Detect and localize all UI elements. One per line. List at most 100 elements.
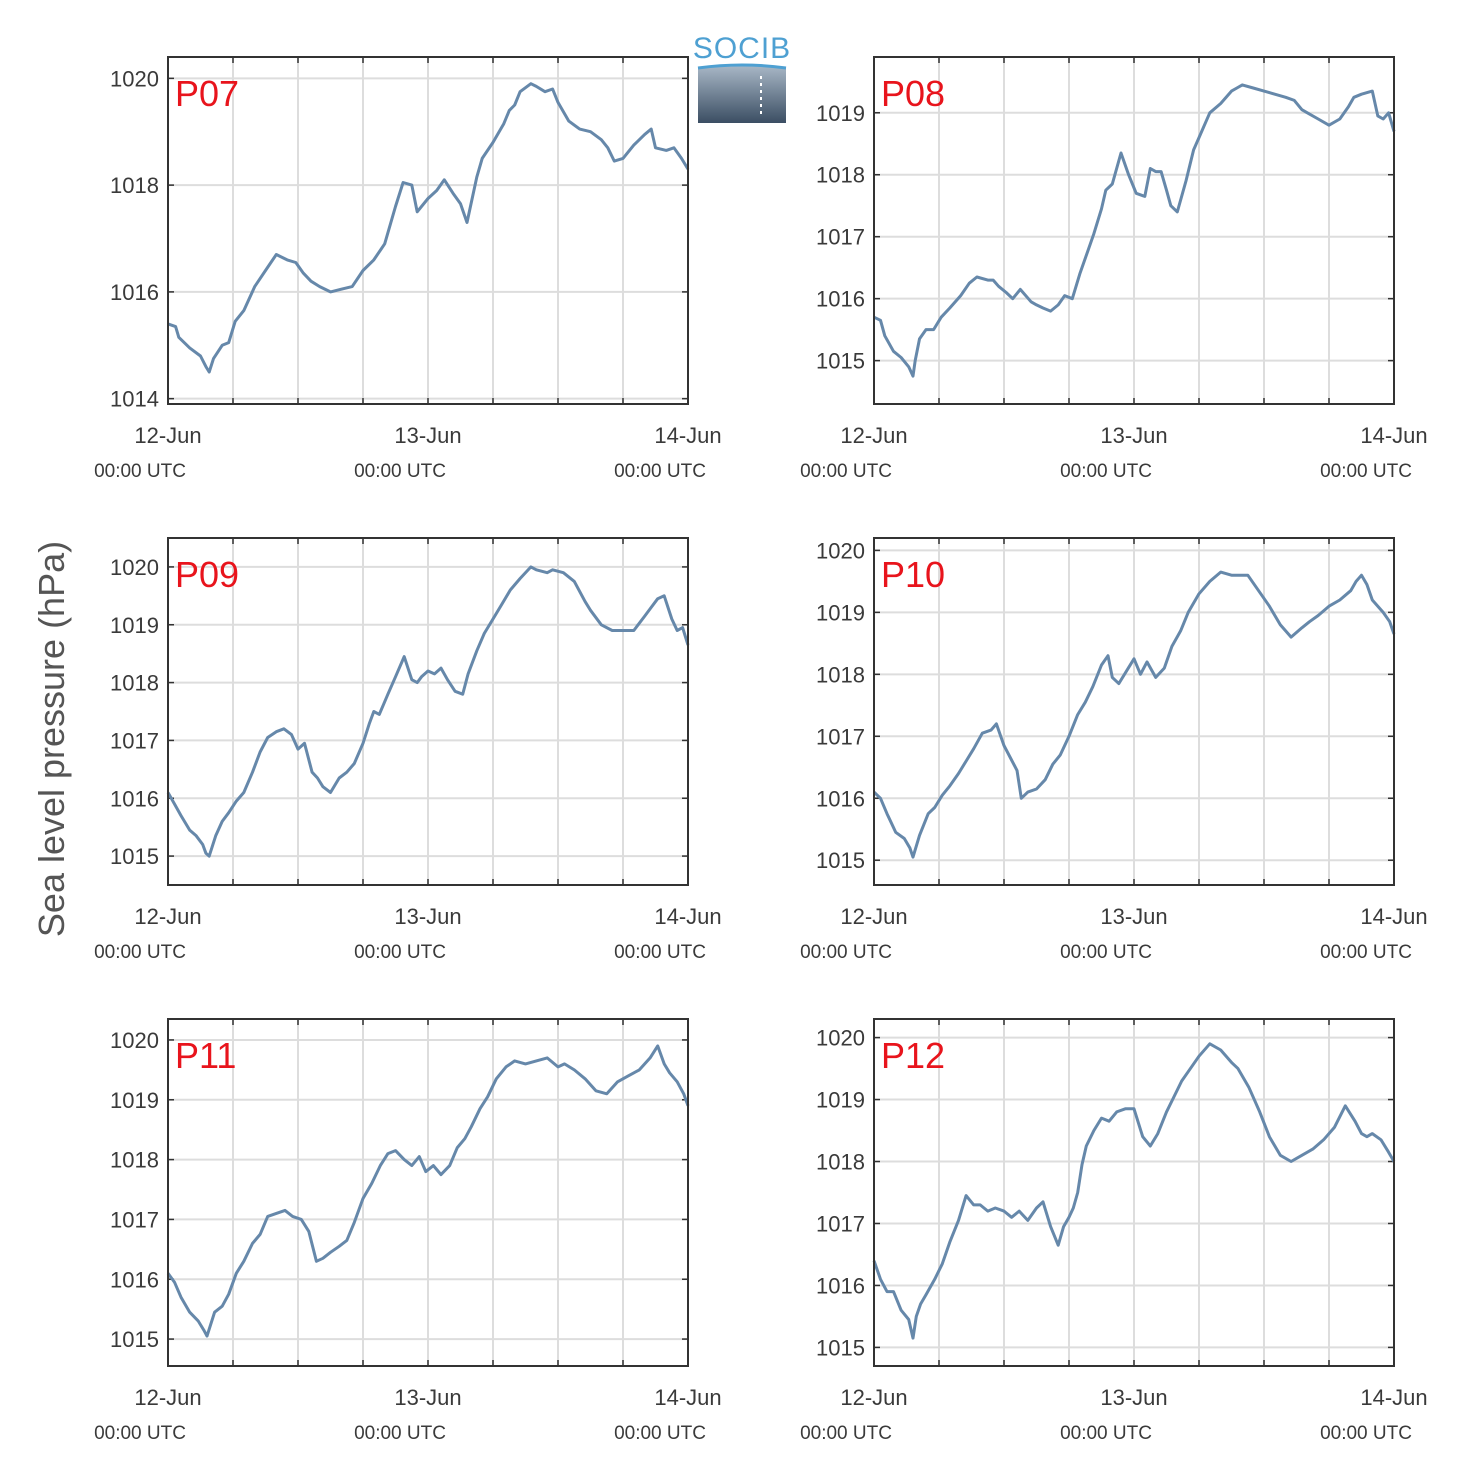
x-tick-sublabel: 00:00 UTC [614, 1423, 706, 1444]
y-tick-label: 1016 [816, 1273, 865, 1298]
plot-frame [873, 537, 1395, 886]
y-tick-label: 1018 [816, 163, 865, 188]
y-tick-label: 1019 [110, 1088, 159, 1113]
y-tick-label: 1017 [110, 728, 159, 753]
y-tick-label: 1016 [816, 287, 865, 312]
series-line-0 [872, 570, 1396, 859]
x-tick-label: 12-Jun [840, 1385, 907, 1410]
x-tick-label: 13-Jun [1100, 1385, 1167, 1410]
panel-title: P12 [881, 1035, 945, 1076]
series-line-0 [167, 82, 690, 374]
y-tick-label: 1015 [816, 349, 865, 374]
x-tick-label: 13-Jun [394, 423, 461, 448]
y-tick-label: 1016 [816, 786, 865, 811]
x-tick-sublabel: 00:00 UTC [800, 942, 892, 963]
x-tick-sublabel: 00:00 UTC [614, 942, 706, 963]
x-tick-label: 14-Jun [1360, 904, 1427, 929]
x-tick-sublabel: 00:00 UTC [800, 461, 892, 482]
y-tick-label: 1018 [110, 173, 159, 198]
x-tick-label: 12-Jun [134, 1385, 201, 1410]
x-tick-label: 12-Jun [840, 423, 907, 448]
y-tick-label: 1015 [110, 1327, 159, 1352]
x-tick-sublabel: 00:00 UTC [354, 942, 446, 963]
y-tick-label: 1020 [110, 1028, 159, 1053]
x-tick-sublabel: 00:00 UTC [94, 942, 186, 963]
x-tick-label: 14-Jun [654, 423, 721, 448]
y-tick-label: 1019 [816, 101, 865, 126]
socib-logo: SOCIB [693, 32, 791, 123]
x-tick-label: 14-Jun [654, 1385, 721, 1410]
x-tick-sublabel: 00:00 UTC [1060, 461, 1152, 482]
x-tick-sublabel: 00:00 UTC [354, 1423, 446, 1444]
x-tick-sublabel: 00:00 UTC [614, 461, 706, 482]
x-tick-label: 14-Jun [654, 904, 721, 929]
x-tick-sublabel: 00:00 UTC [354, 461, 446, 482]
panel-p11: 1015 1016 1017 1018 1019 1020 12-Jun 00:00 UTC 1… [94, 1018, 722, 1444]
y-tick-label: 1018 [816, 1150, 865, 1175]
y-tick-label: 1020 [110, 555, 159, 580]
x-tick-label: 14-Jun [1360, 1385, 1427, 1410]
y-tick-label: 1016 [110, 280, 159, 305]
y-tick-label: 1017 [816, 225, 865, 250]
y-tick-label: 1020 [816, 1026, 865, 1051]
y-tick-label: 1016 [110, 786, 159, 811]
x-tick-sublabel: 00:00 UTC [1060, 942, 1152, 963]
series-line-0 [166, 1044, 690, 1338]
x-tick-sublabel: 00:00 UTC [1060, 1423, 1152, 1444]
y-tick-label: 1019 [110, 613, 159, 638]
plot-frame [167, 56, 689, 405]
panel-title: P10 [881, 554, 945, 595]
plot-frame [873, 56, 1395, 405]
x-tick-sublabel: 00:00 UTC [94, 1423, 186, 1444]
y-tick-label: 1017 [110, 1207, 159, 1232]
y-tick-label: 1016 [110, 1267, 159, 1292]
panel-title: P08 [881, 73, 945, 114]
y-tick-label: 1017 [816, 724, 865, 749]
x-tick-label: 13-Jun [1100, 423, 1167, 448]
logo-wave-top [697, 63, 787, 70]
panel-p12: 1015 1016 1017 1018 1019 1020 12-Jun 00:00 UTC 1… [800, 1018, 1428, 1444]
x-tick-label: 12-Jun [134, 423, 201, 448]
x-tick-label: 13-Jun [394, 1385, 461, 1410]
x-tick-sublabel: 00:00 UTC [1320, 461, 1412, 482]
panel-p07: 1014 1016 1018 1020 12-Jun 00:00 UTC 13-Jun 00:… [94, 56, 722, 482]
y-tick-label: 1018 [816, 662, 865, 687]
panels-container: 1014 1016 1018 1020 12-Jun 00:00 UTC 13-Jun 00:… [94, 56, 1428, 1444]
y-tick-label: 1015 [816, 1335, 865, 1360]
x-tick-label: 12-Jun [840, 904, 907, 929]
y-tick-label: 1020 [110, 66, 159, 91]
panel-p09: 1015 1016 1017 1018 1019 1020 12-Jun 00:00 UTC 1… [94, 537, 722, 963]
series-line-0 [872, 1042, 1396, 1340]
panel-p10: 1015 1016 1017 1018 1019 1020 12-Jun 00:00 UTC 1… [800, 537, 1428, 963]
logo-wave-shape [698, 65, 786, 123]
y-tick-label: 1018 [110, 1148, 159, 1173]
x-tick-label: 13-Jun [394, 904, 461, 929]
y-tick-label: 1020 [816, 538, 865, 563]
x-tick-sublabel: 00:00 UTC [94, 461, 186, 482]
x-tick-sublabel: 00:00 UTC [800, 1423, 892, 1444]
y-tick-label: 1015 [816, 848, 865, 873]
y-tick-label: 1019 [816, 1088, 865, 1113]
y-tick-label: 1015 [110, 844, 159, 869]
panel-p08: 1015 1016 1017 1018 1019 12-Jun 00:00 UTC 13-Ju… [800, 56, 1428, 482]
panel-title: P09 [175, 554, 239, 595]
plot-frame [167, 1018, 689, 1367]
x-tick-sublabel: 00:00 UTC [1320, 942, 1412, 963]
y-tick-label: 1014 [110, 387, 159, 412]
plot-frame [873, 1018, 1395, 1367]
y-tick-label: 1019 [816, 600, 865, 625]
x-tick-label: 14-Jun [1360, 423, 1427, 448]
y-axis-label: Sea level pressure (hPa) [31, 541, 72, 937]
x-tick-label: 12-Jun [134, 904, 201, 929]
y-tick-label: 1017 [816, 1211, 865, 1236]
x-tick-sublabel: 00:00 UTC [1320, 1423, 1412, 1444]
panel-title: P11 [175, 1035, 236, 1076]
plot-frame [167, 537, 689, 886]
panel-title: P07 [175, 73, 239, 114]
y-tick-label: 1018 [110, 671, 159, 696]
logo-text: SOCIB [693, 32, 791, 65]
x-tick-label: 13-Jun [1100, 904, 1167, 929]
series-line-0 [873, 83, 1396, 378]
series-line-0 [166, 565, 690, 858]
